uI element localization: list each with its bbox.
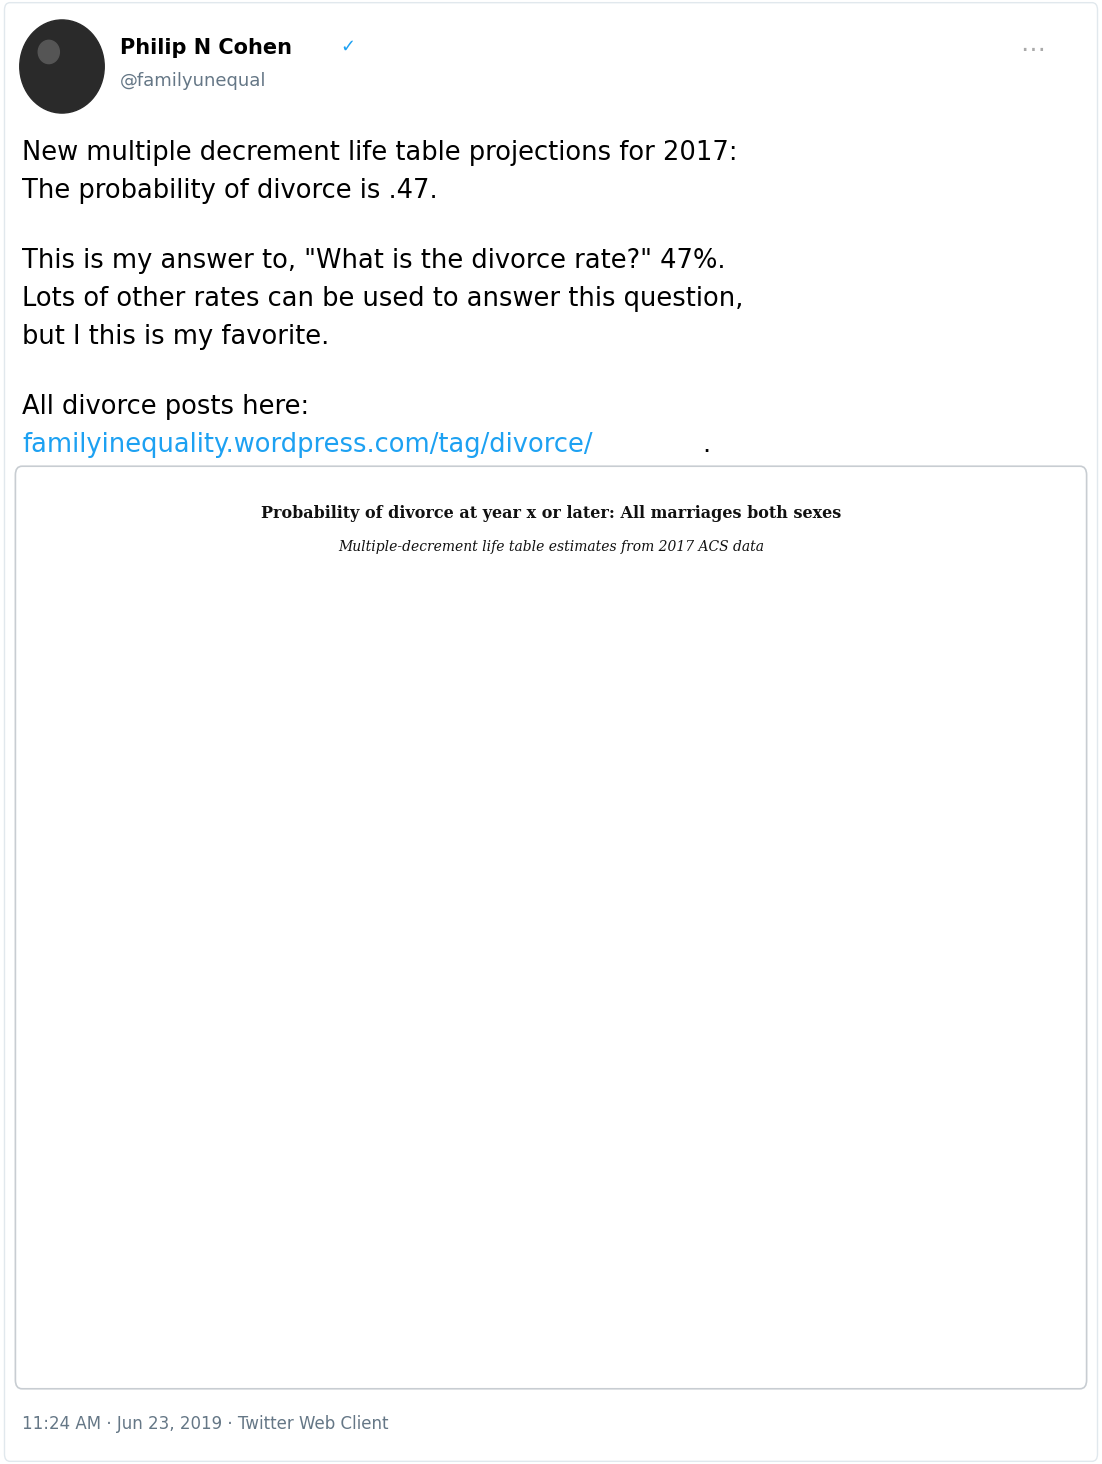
Text: ✓: ✓: [341, 38, 355, 56]
Text: but I this is my favorite.: but I this is my favorite.: [22, 324, 329, 350]
Text: The probability of divorce is .47.: The probability of divorce is .47.: [22, 179, 437, 203]
Text: Multiple-decrement life table estimates from 2017 ACS data: Multiple-decrement life table estimates …: [338, 540, 764, 553]
Text: Calculations by PN Cohen from ACS data via IPUMS.org: Calculations by PN Cohen from ACS data v…: [713, 610, 1050, 624]
Text: Probability of divorce at year x or later: All marriages both sexes: Probability of divorce at year x or late…: [261, 505, 841, 523]
X-axis label: Years married: Years married: [529, 1351, 628, 1366]
Text: Lots of other rates can be used to answer this question,: Lots of other rates can be used to answe…: [22, 285, 744, 312]
Text: New multiple decrement life table projections for 2017:: New multiple decrement life table projec…: [22, 141, 737, 165]
Text: .: .: [702, 432, 710, 458]
Text: Philip N Cohen: Philip N Cohen: [120, 38, 292, 59]
Circle shape: [20, 20, 105, 113]
Circle shape: [39, 41, 60, 63]
Text: .47: .47: [137, 653, 156, 666]
Text: ⋯: ⋯: [1020, 38, 1045, 61]
Text: familyinequality.wordpress.com/tag/divorce/: familyinequality.wordpress.com/tag/divor…: [22, 432, 593, 458]
Text: This is my answer to, "What is the divorce rate?" 47%.: This is my answer to, "What is the divor…: [22, 247, 725, 274]
Text: All divorce posts here:: All divorce posts here:: [22, 394, 310, 420]
Text: Probability of divorce: Probability of divorce: [30, 603, 174, 616]
Text: @familyunequal: @familyunequal: [120, 72, 267, 89]
Text: 11:24 AM · Jun 23, 2019 · Twitter Web Client: 11:24 AM · Jun 23, 2019 · Twitter Web Cl…: [22, 1416, 389, 1433]
